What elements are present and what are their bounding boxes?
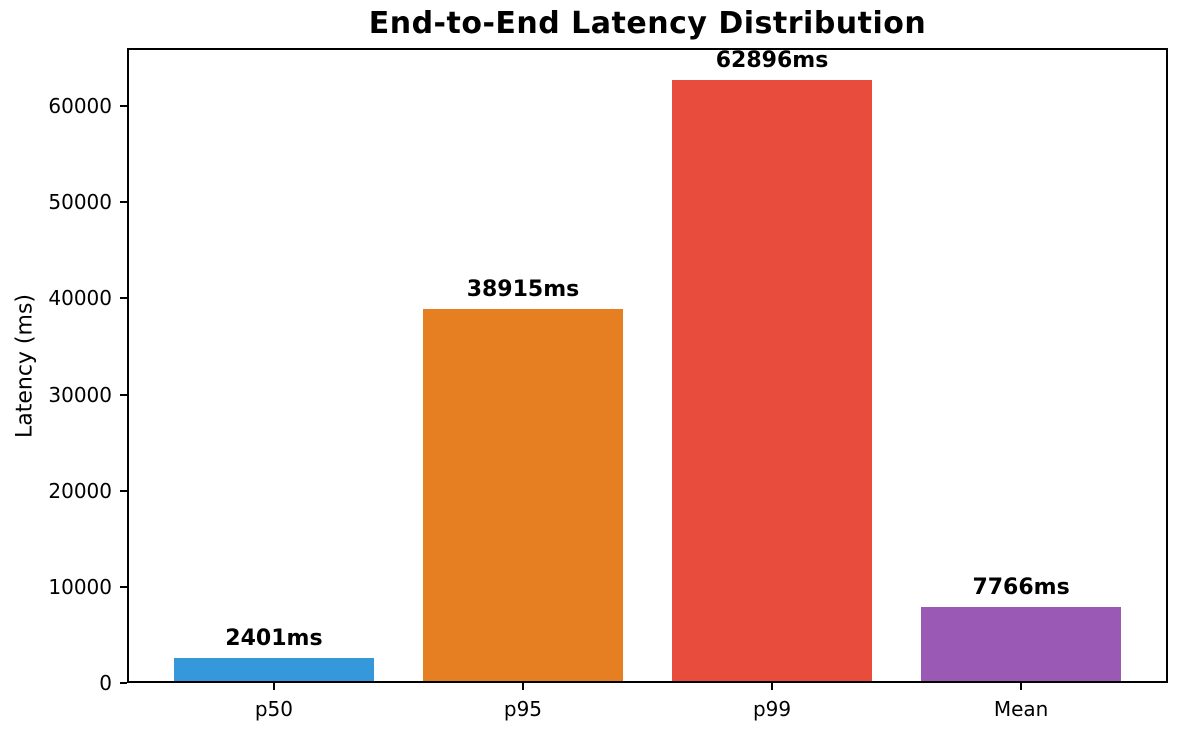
y-tick-label: 10000 xyxy=(48,574,112,599)
y-tick-mark xyxy=(120,585,127,588)
y-tick-mark xyxy=(120,201,127,204)
x-tick-mark xyxy=(521,683,524,690)
chart-title: End-to-End Latency Distribution xyxy=(368,6,927,41)
x-tick-mark xyxy=(1020,683,1023,690)
bar-value-label-p99: 62896ms xyxy=(715,48,829,74)
y-tick-label: 40000 xyxy=(48,286,112,311)
y-tick-mark xyxy=(120,682,127,684)
x-tick-label-p50: p50 xyxy=(254,697,293,721)
bar-value-label-p95: 38915ms xyxy=(466,277,580,303)
y-tick-mark xyxy=(120,489,127,492)
y-tick-mark xyxy=(120,297,127,300)
y-tick-mark xyxy=(120,105,127,108)
bar-mean xyxy=(921,606,1121,681)
x-tick-label-p95: p95 xyxy=(503,697,543,721)
y-tick-label: 60000 xyxy=(48,94,112,119)
y-tick-mark xyxy=(120,393,127,396)
bar-value-label-mean: 7766ms xyxy=(972,574,1070,600)
bar-p95 xyxy=(423,309,623,681)
x-tick-mark xyxy=(771,683,774,690)
bar-value-label-p50: 2401ms xyxy=(225,626,323,652)
y-tick-label: 20000 xyxy=(48,478,112,503)
bar-p50 xyxy=(174,658,374,681)
plot-area: 2401ms 38915ms 62896ms 7766ms xyxy=(127,48,1168,683)
x-tick-label-mean: Mean xyxy=(993,697,1049,721)
bar-p99 xyxy=(672,80,872,681)
x-tick-label-p99: p99 xyxy=(752,697,792,721)
y-tick-label: 0 xyxy=(99,671,112,695)
y-tick-label: 50000 xyxy=(48,190,112,215)
y-tick-label: 30000 xyxy=(48,382,112,407)
x-tick-mark xyxy=(272,683,275,690)
